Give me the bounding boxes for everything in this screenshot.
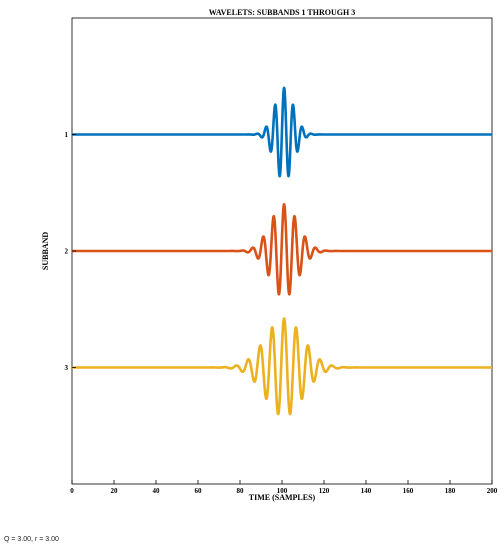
chart-title: WAVELETS: SUBBANDS 1 THROUGH 3	[209, 8, 355, 17]
y-axis: 1 2 3	[65, 131, 76, 372]
x-tick-label: 160	[403, 487, 414, 495]
subband-3-wavelet	[70, 317, 494, 416]
x-tick-label: 120	[319, 487, 330, 495]
subband-2-wavelet	[70, 203, 494, 296]
x-tick-label: 80	[237, 487, 245, 495]
x-axis: 0 20 40 60 80 100 120 140 160 180 200	[70, 480, 498, 495]
y-tick-label: 3	[65, 364, 69, 372]
x-tick-label: 100	[277, 487, 288, 495]
y-axis-label: SUBBAND	[41, 232, 50, 270]
x-tick-label: 180	[445, 487, 456, 495]
x-tick-label: 200	[487, 487, 498, 495]
y-tick-label: 2	[65, 248, 69, 256]
x-tick-label: 140	[361, 487, 372, 495]
x-tick-label: 60	[195, 487, 203, 495]
parameter-caption: Q = 3.00, r = 3.00	[4, 536, 59, 543]
subband-1-wavelet	[70, 86, 494, 178]
x-tick-label: 20	[111, 487, 119, 495]
x-tick-label: 0	[70, 487, 74, 495]
y-tick-label: 1	[65, 131, 69, 139]
x-axis-label: TIME (SAMPLES)	[249, 493, 316, 502]
series-layer	[70, 86, 494, 416]
x-tick-label: 40	[153, 487, 161, 495]
